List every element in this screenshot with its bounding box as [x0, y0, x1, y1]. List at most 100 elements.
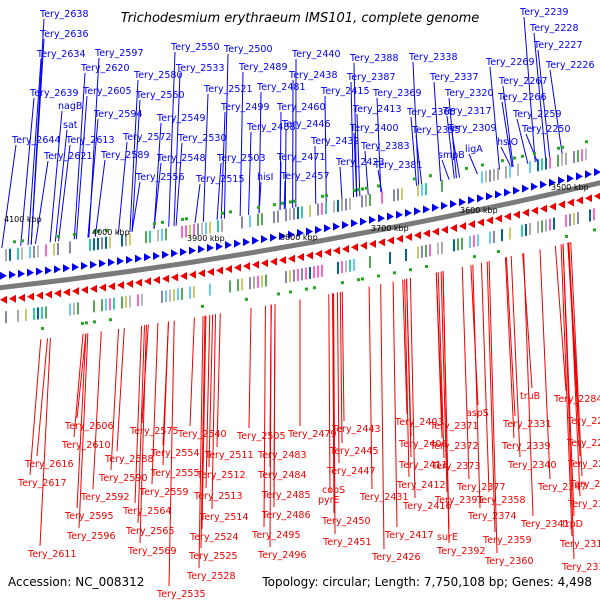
forward-arrow — [504, 188, 511, 197]
reverse-gene-label: Tery_2331 — [502, 419, 552, 430]
reverse-gene-label: Tery_2312 — [559, 539, 600, 550]
forward-gene-line — [20, 97, 35, 246]
feature-dot — [85, 321, 88, 325]
reverse-gene-label: Tery_2611 — [27, 549, 77, 560]
feature-mark — [425, 183, 427, 196]
feature-dot — [565, 234, 568, 238]
feature-mark — [105, 298, 107, 311]
reverse-gene-label: Tery_2374 — [467, 511, 517, 522]
position-tick-label: 3700 kbp — [371, 224, 409, 233]
forward-gene-label: Tery_2309 — [447, 123, 497, 134]
forward-gene-line — [129, 79, 139, 233]
feature-mark — [161, 290, 163, 303]
feature-mark — [557, 154, 559, 167]
feature-mark — [297, 269, 299, 282]
reverse-gene-labels: Tery_2606 Tery_2610 Tery_2616 Tery_2617 Tery… — [17, 391, 600, 600]
reverse-gene-label: Tery_2554 — [150, 448, 200, 459]
feature-mark — [249, 215, 251, 228]
reverse-gene-label: Tery_2416 — [402, 501, 452, 512]
feature-mark — [221, 219, 223, 232]
reverse-gene-line — [488, 261, 498, 554]
forward-gene-line — [1, 144, 17, 248]
feature-mark — [161, 228, 163, 241]
feature-mark — [293, 269, 295, 282]
forward-gene-labels: Tery_2638 Tery_2636 Tery_2634 Tery_2639 nagB… — [11, 7, 595, 185]
feature-mark — [489, 231, 491, 244]
reverse-gene-label: Tery_2403 — [394, 417, 444, 428]
forward-arrow — [81, 261, 88, 270]
forward-arrow — [477, 194, 484, 203]
feature-mark — [321, 202, 323, 215]
feature-dot — [365, 186, 368, 190]
feature-mark — [77, 302, 79, 315]
feature-mark — [185, 225, 187, 238]
feature-mark — [405, 248, 407, 261]
reverse-arrow — [396, 234, 403, 243]
reverse-arrow — [45, 290, 52, 299]
forward-arrow — [441, 201, 448, 210]
feature-mark — [321, 264, 323, 277]
forward-arrow — [126, 255, 133, 264]
reverse-gene-label: Tery_2443 — [331, 424, 381, 435]
forward-gene-line — [258, 91, 262, 214]
forward-gene-line — [54, 129, 68, 242]
forward-gene-label: Tery_2638 — [39, 9, 89, 20]
forward-gene-line — [324, 95, 327, 203]
reverse-gene-line — [332, 293, 335, 514]
feature-dot — [293, 199, 296, 203]
reverse-gene-label: cobS — [322, 485, 345, 496]
reverse-gene-label: Tery_2592 — [80, 492, 130, 503]
forward-arrow — [189, 246, 196, 255]
reverse-arrow — [216, 266, 223, 275]
feature-mark — [525, 223, 527, 236]
forward-arrow — [9, 270, 16, 279]
feature-mark — [349, 259, 351, 272]
feature-dot — [57, 234, 60, 238]
forward-gene-label: sat — [63, 120, 78, 131]
reverse-gene-label: Tery_2341 — [520, 519, 570, 530]
reverse-gene-line — [368, 286, 373, 490]
feature-mark — [397, 188, 399, 201]
forward-gene-label: Tery_2239 — [519, 7, 569, 18]
forward-arrow — [594, 168, 600, 177]
reverse-gene-line — [134, 325, 143, 504]
reverse-gene-line — [205, 315, 211, 489]
reverse-arrow — [162, 274, 169, 283]
accession-label: Accession: NC_008312 — [8, 575, 144, 589]
feature-dot — [109, 318, 112, 322]
feature-mark — [21, 247, 23, 260]
forward-gene-line — [94, 159, 106, 237]
forward-gene-line — [523, 16, 536, 163]
forward-arrow — [567, 174, 574, 183]
feature-mark — [69, 241, 71, 254]
feature-mark — [289, 270, 291, 283]
reverse-gene-line — [76, 333, 87, 509]
forward-arrow — [54, 265, 61, 274]
forward-arrow — [576, 172, 583, 181]
feature-mark — [509, 165, 511, 178]
feature-mark — [105, 236, 107, 249]
feature-mark — [589, 209, 591, 222]
forward-gene-line — [549, 69, 563, 157]
forward-gene-label: nagB — [58, 101, 82, 112]
forward-gene-label: Tery_2548 — [156, 153, 206, 164]
forward-arrow — [414, 207, 421, 216]
reverse-gene-line — [76, 333, 87, 419]
reverse-gene-line — [211, 314, 217, 510]
feature-mark — [361, 195, 363, 208]
feature-dot — [161, 220, 164, 224]
feature-dot — [313, 286, 316, 290]
reverse-gene-line — [461, 266, 470, 480]
reverse-arrow — [450, 223, 457, 232]
forward-arrow — [513, 186, 520, 195]
forward-arrow — [396, 210, 403, 219]
reverse-gene-label: pyrE — [318, 495, 340, 506]
forward-gene-label: Tery_2388 — [349, 53, 399, 64]
forward-gene-line — [376, 97, 382, 193]
reverse-gene-line — [486, 261, 496, 533]
forward-gene-label: Tery_2432 — [310, 136, 360, 147]
forward-gene-line — [489, 66, 500, 170]
feature-mark — [41, 306, 43, 319]
reverse-arrow — [378, 238, 385, 247]
forward-gene-line — [117, 141, 128, 234]
